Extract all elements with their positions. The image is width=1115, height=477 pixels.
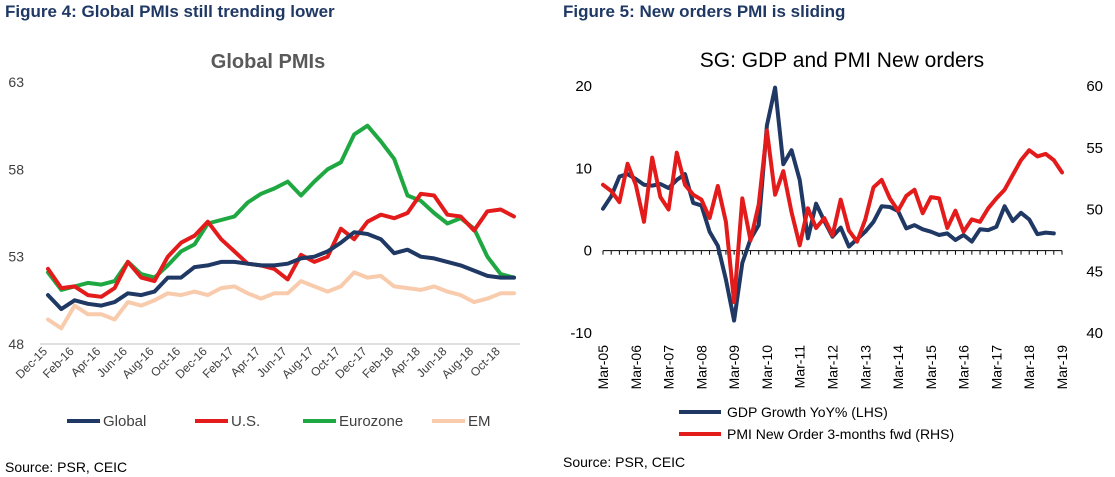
x-tick-label: Mar-15: [923, 345, 939, 390]
x-tick-label: Mar-13: [857, 345, 873, 390]
legend-label: GDP Growth YoY% (LHS): [727, 404, 888, 420]
legend-label: Global: [103, 413, 146, 430]
series-line-u-s: [46, 191, 516, 299]
y2-tick-label: 60: [1086, 78, 1103, 95]
x-tick-label: Mar-16: [956, 345, 972, 390]
y-tick-label: 53: [8, 249, 24, 265]
x-tick-label: Mar-08: [693, 345, 709, 390]
y-tick-label: -10: [570, 325, 592, 342]
y2-tick-label: 45: [1086, 263, 1103, 280]
y-tick-label: 10: [575, 160, 592, 177]
y2-tick-label: 50: [1086, 202, 1103, 219]
legend-label: PMI New Order 3-months fwd (RHS): [727, 426, 954, 442]
x-tick-label: Mar-12: [825, 345, 841, 390]
y-tick-label: 20: [575, 78, 592, 95]
legend-label: EM: [468, 413, 491, 430]
x-tick-label: Mar-10: [759, 345, 775, 390]
x-tick-label: Mar-17: [988, 345, 1004, 390]
x-tick-label: Mar-19: [1054, 345, 1070, 390]
y2-tick-label: 55: [1086, 140, 1103, 157]
x-tick-label: Mar-11: [792, 345, 808, 389]
series-line-global: [46, 230, 516, 312]
y-tick-label: 63: [8, 74, 24, 90]
legend-label: U.S.: [231, 413, 260, 430]
series-line-pmi-new-order: [601, 128, 1064, 305]
series-line-em: [46, 270, 516, 331]
x-tick-label: Mar-09: [726, 345, 742, 390]
chart-title: SG: GDP and PMI New orders: [700, 49, 984, 72]
x-tick-label: Mar-05: [595, 345, 611, 390]
y-tick-label: 0: [584, 243, 592, 260]
figure5-caption: Figure 5: New orders PMI is sliding: [563, 2, 846, 21]
sg-gdp-pmi-chart: SG: GDP and PMI New orders -10 0 10 20 40 45…: [570, 49, 1103, 442]
figure4-caption: Figure 4: Global PMIs still trending low…: [5, 2, 335, 21]
x-tick-label: Mar-14: [890, 345, 906, 390]
y-tick-label: 48: [8, 336, 24, 352]
chart-title: Global PMIs: [211, 51, 325, 73]
y2-tick-label: 40: [1086, 325, 1103, 342]
x-tick-label: Mar-07: [661, 345, 677, 390]
x-tick-label: Mar-06: [628, 345, 644, 390]
x-tick-label: Mar-18: [1021, 345, 1037, 390]
figure5-source: Source: PSR, CEIC: [563, 454, 686, 470]
legend-label: Eurozone: [339, 413, 403, 430]
y-tick-label: 58: [8, 161, 24, 177]
figure4-source: Source: PSR, CEIC: [5, 459, 128, 475]
